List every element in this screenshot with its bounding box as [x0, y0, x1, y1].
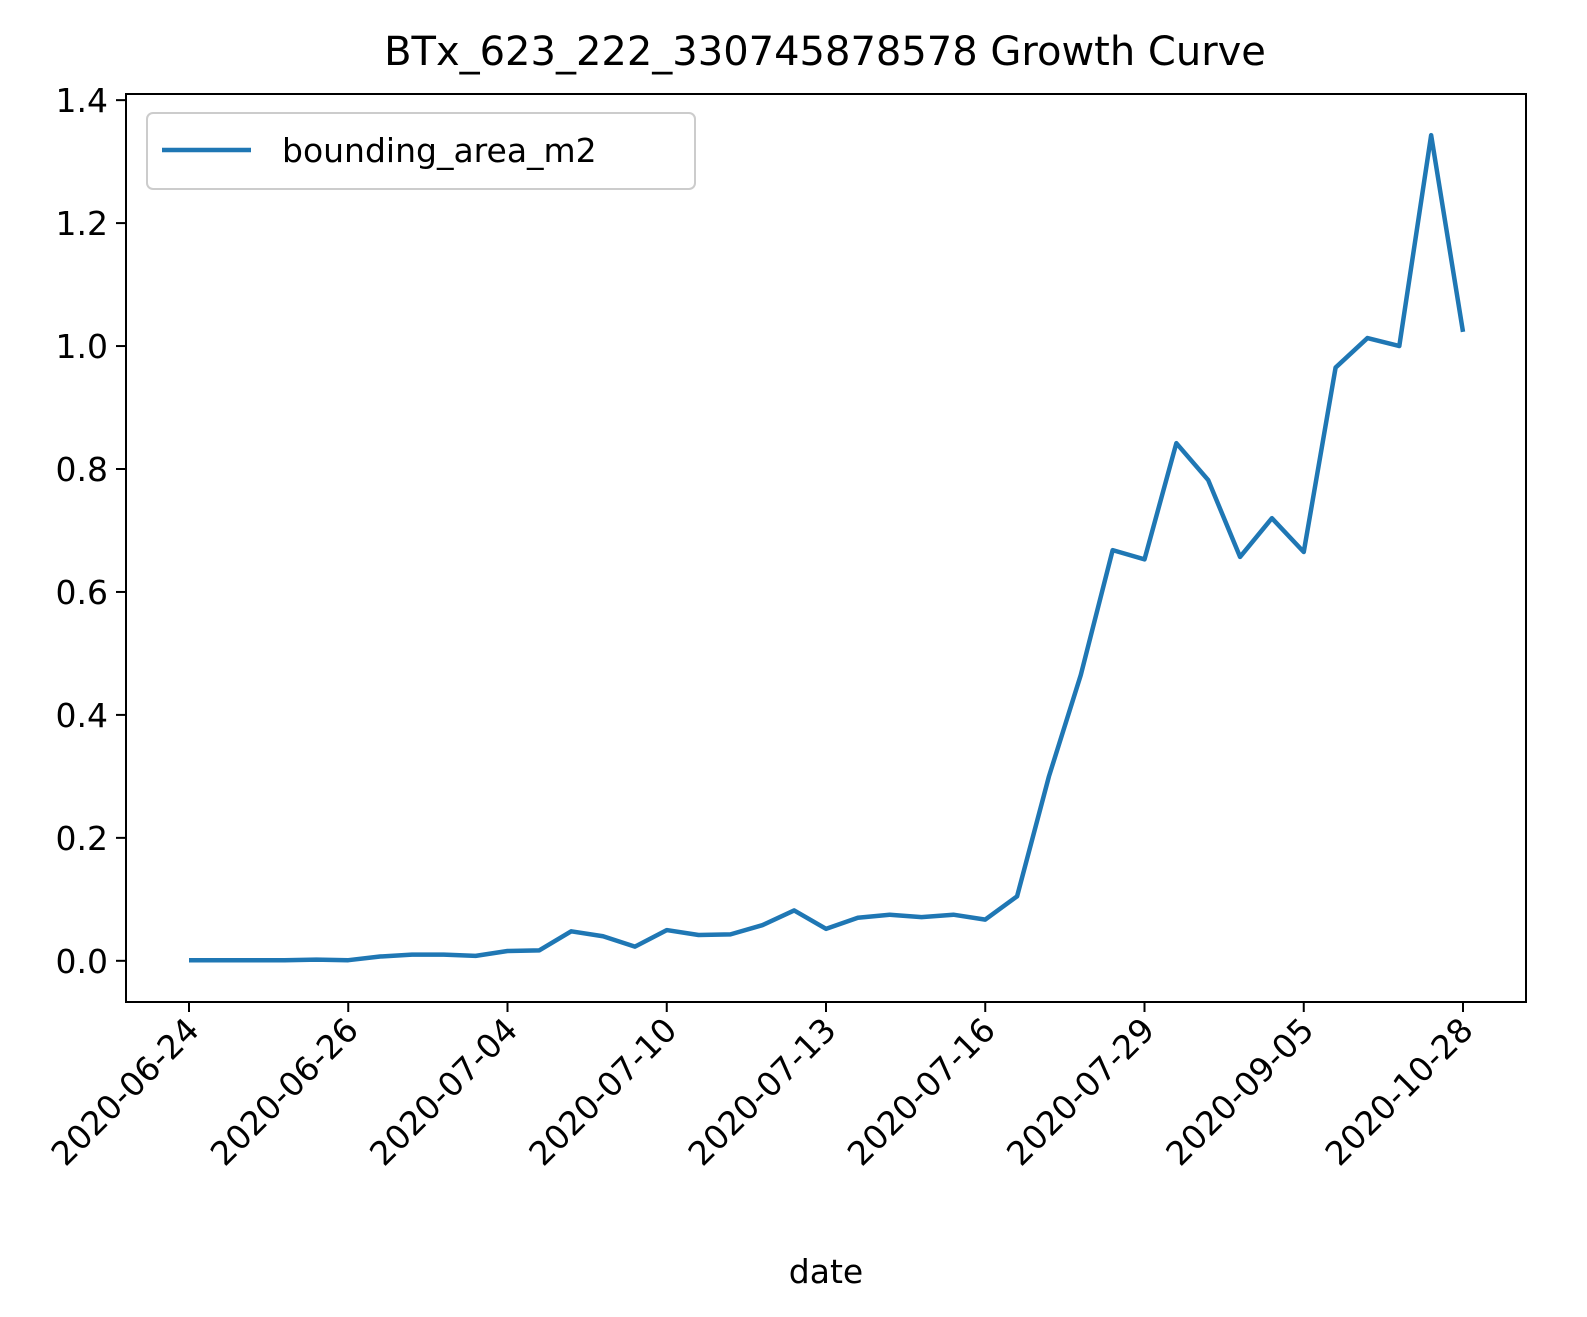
chart-title: BTx_623_222_330745878578 Growth Curve — [384, 29, 1266, 75]
series-line-0 — [189, 132, 1466, 963]
legend-frame — [146, 112, 696, 190]
y-tick-label: 0.4 — [56, 696, 108, 735]
y-tick-label: 0.6 — [56, 573, 108, 612]
legend-label: bounding_area_m2 — [282, 131, 597, 170]
y-tick-label: 1.4 — [56, 81, 108, 120]
legend: bounding_area_m2 — [146, 112, 696, 190]
x-axis-label: date — [789, 1252, 863, 1291]
series-layer — [189, 132, 1466, 963]
y-tick-label: 0.2 — [56, 819, 108, 858]
y-tick-label: 1.2 — [56, 204, 108, 243]
y-axis: 0.0 0.2 0.4 0.6 0.8 1.0 1.2 1.4 — [56, 81, 126, 981]
y-tick-label: 1.0 — [56, 327, 108, 366]
y-tick-label: 0.8 — [56, 450, 108, 489]
y-tick-label: 0.0 — [56, 942, 108, 981]
